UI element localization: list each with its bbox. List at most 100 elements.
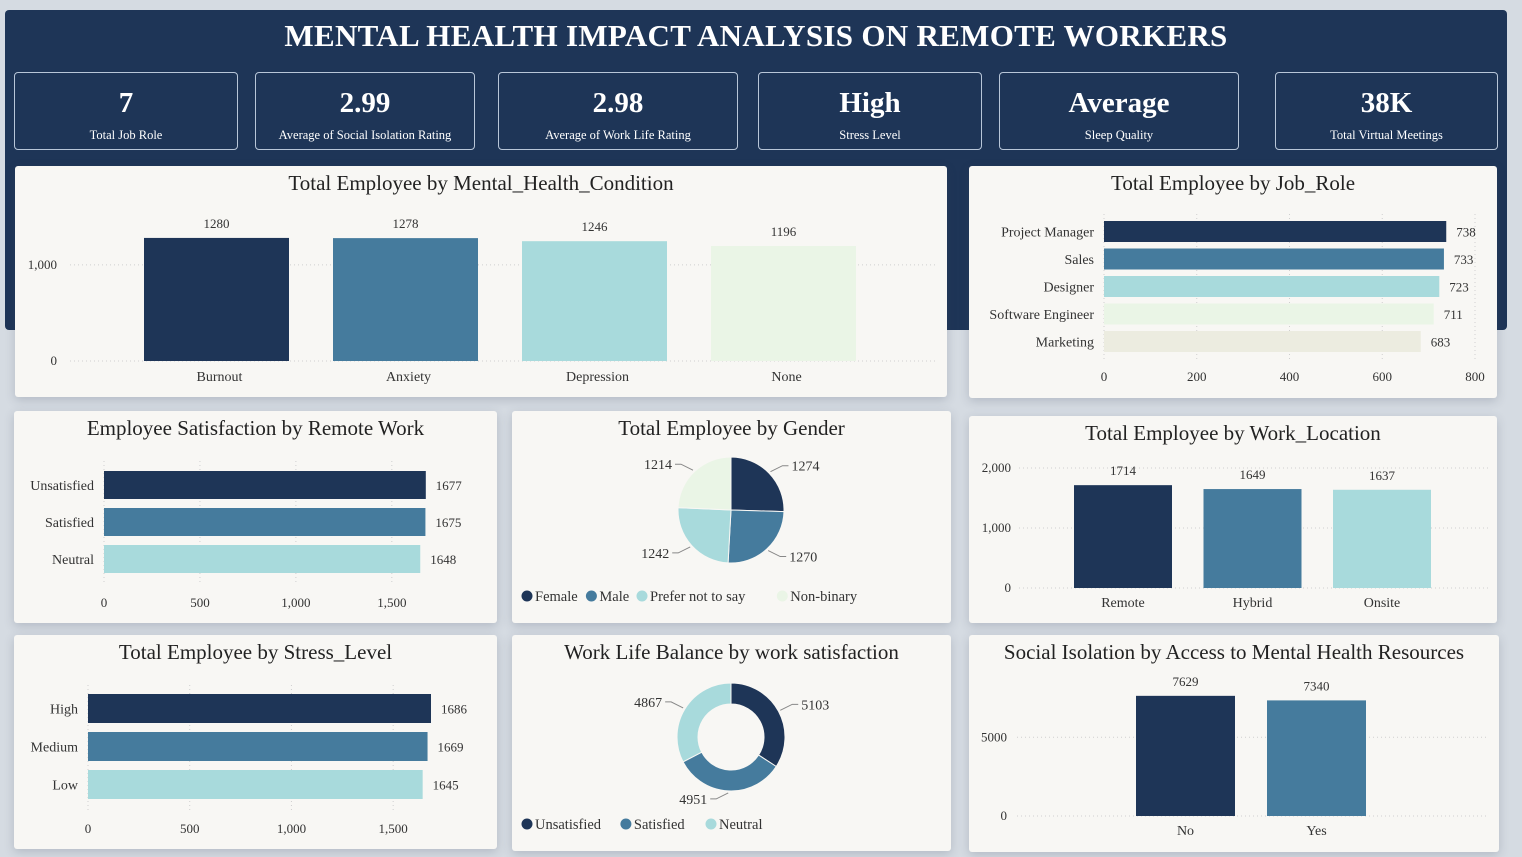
kpi-value: 2.99: [339, 87, 391, 119]
legend-label: Non-binary: [790, 589, 858, 605]
bar-remote: [1074, 485, 1172, 588]
gender-chart: 1274 1270 1242 1214 Female Male Prefer not to …: [521, 456, 858, 605]
leader-line: [665, 701, 684, 709]
bar-depression: [522, 241, 667, 361]
legend-swatch: [521, 590, 533, 602]
data-label: 683: [1431, 335, 1451, 350]
chart-title: Social Isolation by Access to Mental Hea…: [1003, 640, 1465, 664]
y-tick-label: Project Manager: [1001, 226, 1094, 241]
bar-yes: [1267, 700, 1366, 816]
kpi-value: 2.98: [592, 87, 644, 119]
chart-title: Total Employee by Stress_Level: [118, 640, 393, 664]
x-tick-label: 1,000: [277, 821, 306, 836]
bar-onsite: [1333, 489, 1431, 588]
x-tick-label: Burnout: [197, 370, 243, 385]
legend-label: Neutral: [719, 817, 762, 833]
legend-swatch: [705, 818, 717, 830]
bar-neutral: [104, 545, 421, 573]
mental-health-chart: 0 1,000 1280 Burnout 1278 Anxiety 1246 Depressi…: [28, 216, 935, 385]
y-tick-label: 1,000: [28, 257, 57, 272]
y-tick-label: Unsatisfied: [30, 479, 94, 494]
leader-line: [710, 792, 729, 800]
bar-unsatisfied: [104, 471, 426, 499]
y-tick-label: 5000: [981, 729, 1007, 744]
data-label: 1242: [641, 547, 669, 562]
bar-low: [88, 770, 423, 799]
chart-title: Total Employee by Job_Role: [1110, 171, 1356, 195]
x-tick-label: 500: [180, 821, 200, 836]
y-tick-label: Sales: [1064, 253, 1094, 268]
data-label: 1649: [1240, 467, 1266, 482]
bar-none: [711, 246, 856, 361]
legend-label: Unsatisfied: [535, 817, 602, 833]
kpi-label: Sleep Quality: [1084, 128, 1154, 142]
x-tick-label: Depression: [566, 370, 629, 385]
kpi-card-virtual-meetings: 38K Total Virtual Meetings: [1275, 72, 1498, 150]
data-label: 1246: [582, 219, 609, 234]
bar-project-manager: [1104, 221, 1447, 242]
data-label: 1677: [436, 478, 463, 493]
chart-title: Total Employee by Gender: [618, 416, 845, 440]
data-label: 733: [1454, 252, 1474, 267]
x-tick-label: Yes: [1306, 824, 1326, 839]
x-tick-label: 600: [1373, 369, 1393, 384]
chart-card-social-isolation: Social Isolation by Access to Mental Hea…: [969, 635, 1499, 852]
kpi-card-stress-level: High Stress Level: [758, 72, 982, 150]
chart-card-mental-health: Total Employee by Mental_Health_Conditio…: [15, 166, 947, 397]
bar-designer: [1104, 276, 1440, 297]
y-tick-label: Satisfied: [45, 516, 94, 531]
bar-medium: [88, 732, 428, 761]
x-tick-label: No: [1177, 824, 1194, 839]
chart-card-satisfaction: Employee Satisfaction by Remote Work 0 50…: [14, 411, 497, 623]
x-tick-label: 1,500: [379, 821, 408, 836]
y-tick-label: 2,000: [982, 460, 1011, 475]
chart-title: Total Employee by Mental_Health_Conditio…: [288, 171, 674, 195]
data-label: 1280: [204, 216, 230, 231]
kpi-card-sleep-quality: Average Sleep Quality: [999, 72, 1239, 150]
bar-sales: [1104, 248, 1444, 270]
leader-line: [674, 463, 694, 471]
stress-level-chart: 0 500 1,000 1,500 1686 High 1669 Medium 1645 Low: [31, 685, 468, 836]
y-tick-label: Software Engineer: [989, 308, 1094, 323]
legend-swatch: [521, 818, 533, 830]
legend-label: Male: [599, 589, 629, 605]
leader-line: [767, 550, 787, 558]
data-label: 1270: [789, 551, 817, 566]
data-label: 1196: [771, 224, 797, 239]
chart-title: Work Life Balance by work satisfaction: [564, 640, 899, 664]
x-tick-label: Anxiety: [386, 370, 431, 385]
x-tick-label: 1,500: [377, 595, 406, 610]
satisfaction-chart: 0 500 1,000 1,500 1677 Unsatisfied 1675 Satisfi…: [30, 461, 463, 610]
legend-swatch: [585, 590, 597, 602]
bar-hybrid: [1203, 489, 1302, 588]
slice-prefer-not-to-say: [677, 507, 732, 564]
x-tick-label: 500: [190, 595, 210, 610]
data-label: 7340: [1304, 678, 1330, 693]
y-tick-label: Designer: [1043, 281, 1094, 296]
kpi-card-social-isolation: 2.99 Average of Social Isolation Rating: [255, 72, 475, 150]
x-tick-label: 800: [1465, 369, 1485, 384]
bar-no: [1136, 695, 1235, 816]
x-tick-label: Hybrid: [1233, 596, 1273, 611]
kpi-label: Total Virtual Meetings: [1330, 128, 1443, 142]
slice-non-binary: [677, 456, 732, 511]
y-tick-label: Medium: [31, 741, 79, 756]
kpi-value: 38K: [1360, 87, 1413, 119]
data-label: 7629: [1173, 674, 1199, 689]
chart-title: Employee Satisfaction by Remote Work: [86, 416, 425, 440]
data-label: 1648: [430, 552, 456, 567]
x-tick-label: 1,000: [281, 595, 310, 610]
legend-swatch: [620, 818, 632, 830]
kpi-value: Average: [1068, 87, 1170, 119]
chart-title: Total Employee by Work_Location: [1085, 421, 1381, 445]
data-label: 1686: [441, 702, 468, 717]
slice-male: [727, 509, 785, 564]
chart-card-stress-level: Total Employee by Stress_Level 0 500 1,000…: [14, 635, 497, 849]
data-label: 1278: [393, 216, 419, 231]
data-label: 738: [1456, 225, 1476, 240]
kpi-card-work-life: 2.98 Average of Work Life Rating: [498, 72, 738, 150]
x-tick-label: 400: [1280, 369, 1300, 384]
data-label: 1669: [438, 740, 464, 755]
data-label: 1675: [435, 515, 461, 530]
leader-line: [770, 465, 789, 473]
